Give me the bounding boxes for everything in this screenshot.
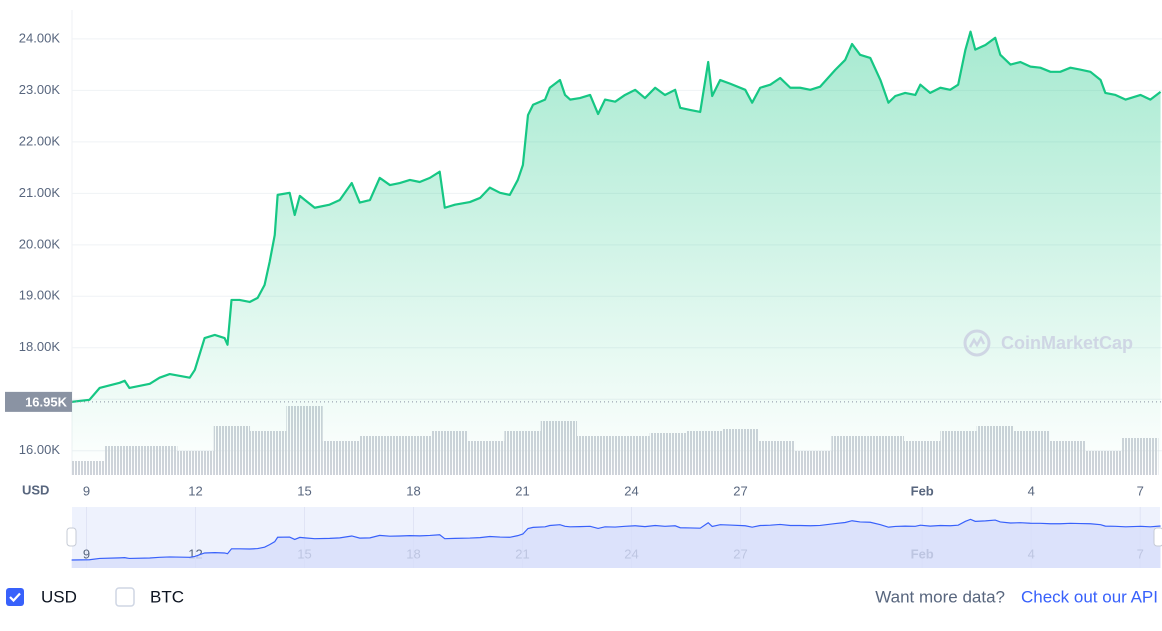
plot: 16.00K17.00K18.00K19.00K20.00K21.00K22.0… [5, 10, 1162, 498]
y-tick-label: 24.00K [19, 30, 61, 45]
y-tick-label: 19.00K [19, 288, 61, 303]
x-tick-label: 7 [1137, 483, 1144, 498]
x-tick-label: Feb [911, 483, 934, 498]
y-tick-label: 18.00K [19, 339, 61, 354]
toggle-label[interactable]: USD [41, 587, 77, 606]
api-link[interactable]: Check out our API [1021, 587, 1158, 606]
navigator-handle[interactable] [1153, 527, 1162, 547]
y-tick-label: 22.00K [19, 133, 61, 148]
x-tick-label: 18 [406, 483, 420, 498]
x-tick-label: 21 [515, 483, 529, 498]
navigator-line [71, 518, 1161, 561]
watermark: CoinMarketCap [963, 329, 1133, 357]
navigator-tick-label: 9 [83, 546, 90, 561]
x-tick-label: 27 [733, 483, 747, 498]
toggles: USD BTC [6, 587, 184, 607]
current-price-label: 16.95K [25, 394, 68, 409]
footer-prompt: Want more data? [875, 587, 1005, 606]
y-axis-label: USD [22, 482, 49, 497]
checkbox[interactable] [115, 587, 135, 607]
navigator-area [71, 519, 1161, 568]
toggle-label: BTC [150, 587, 184, 606]
y-tick-label: 23.00K [19, 82, 61, 97]
x-tick-label: 4 [1028, 483, 1035, 498]
x-tick-label: 9 [83, 483, 90, 498]
checkbox[interactable] [6, 588, 24, 606]
price-line [71, 30, 1162, 403]
x-tick-label: 12 [188, 483, 202, 498]
y-tick-label: 21.00K [19, 185, 61, 200]
watermark-text: CoinMarketCap [1001, 333, 1133, 353]
y-tick-label: 16.00K [19, 442, 61, 457]
current-price-box [5, 391, 72, 412]
x-tick-label: 15 [297, 483, 311, 498]
price-area [71, 31, 1161, 476]
y-tick-label: 20.00K [19, 236, 61, 251]
navigator-handle[interactable] [66, 527, 77, 547]
x-tick-label: 24 [624, 483, 638, 498]
